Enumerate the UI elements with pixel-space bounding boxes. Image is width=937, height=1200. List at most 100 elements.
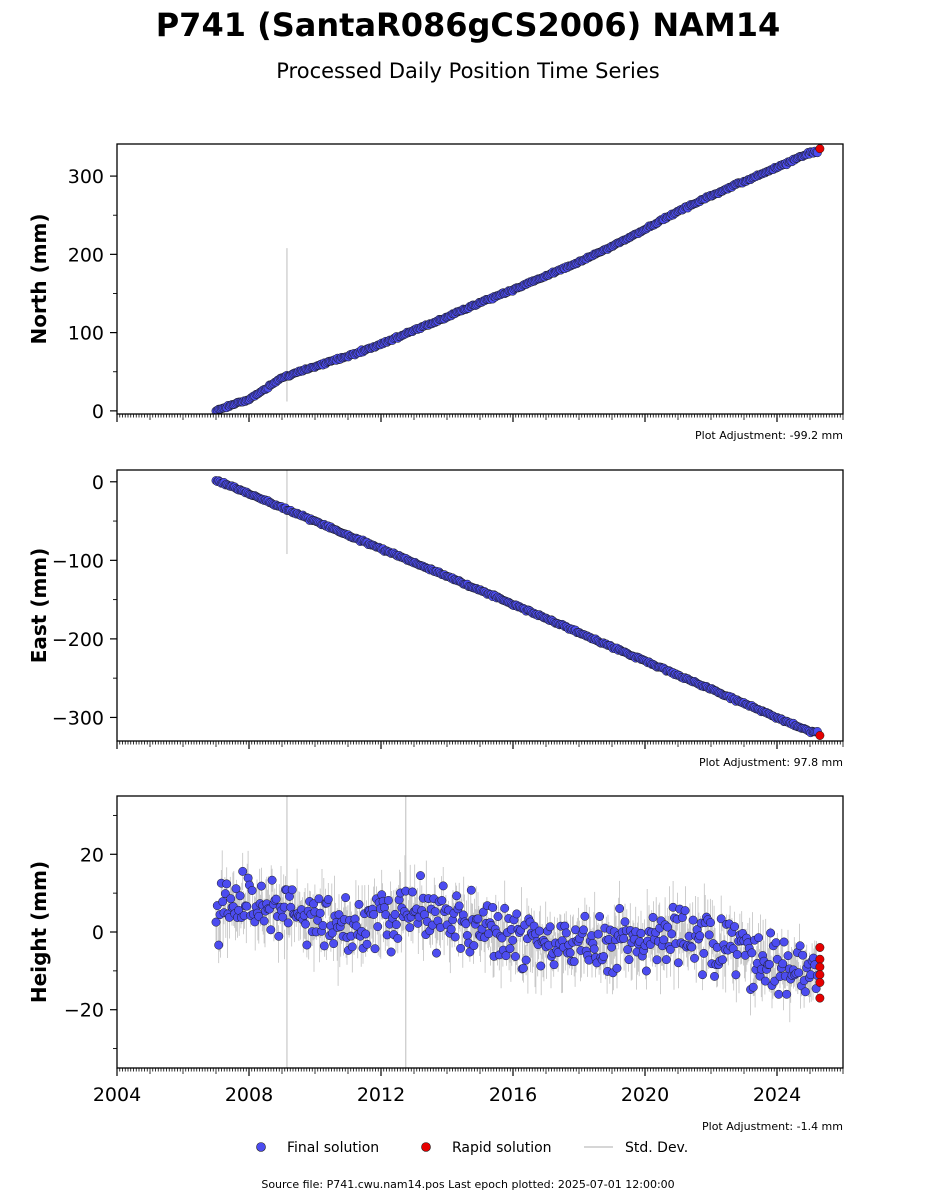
- legend: Final solution Rapid solution Std. Dev.: [256, 1140, 688, 1156]
- final-point: [510, 952, 520, 961]
- rapid-solution-series: [815, 731, 825, 740]
- rapid-point: [815, 962, 825, 972]
- final-point: [218, 897, 228, 907]
- final-point: [238, 866, 248, 876]
- final-point: [500, 903, 510, 913]
- final-point: [283, 918, 293, 928]
- final-point: [624, 955, 634, 965]
- legend-final-marker: [256, 1142, 266, 1152]
- y-tick-label: −300: [52, 707, 104, 729]
- final-point: [452, 891, 462, 901]
- final-point: [698, 970, 707, 980]
- chart-subtitle: Processed Daily Position Time Series: [276, 59, 660, 83]
- final-point: [716, 914, 726, 924]
- final-point: [673, 958, 683, 968]
- final-point: [688, 915, 698, 925]
- final-point: [319, 941, 329, 951]
- x-tick-label: 2020: [621, 1084, 669, 1106]
- final-point: [612, 963, 622, 973]
- final-solution-series: [211, 866, 822, 999]
- final-point: [469, 941, 479, 951]
- rapid-point: [815, 731, 825, 740]
- y-tick-label: 300: [68, 166, 104, 188]
- final-point: [667, 929, 677, 939]
- final-point: [706, 918, 715, 928]
- x-tick-label: 2012: [357, 1084, 405, 1106]
- y-tick-label: 200: [68, 244, 104, 266]
- final-point: [497, 933, 507, 943]
- legend-rapid-label: Rapid solution: [452, 1140, 552, 1156]
- final-point: [386, 947, 396, 957]
- final-point: [795, 941, 805, 951]
- final-point: [508, 935, 518, 945]
- final-point: [259, 916, 269, 926]
- final-point: [271, 894, 281, 904]
- final-point: [390, 909, 400, 919]
- final-point: [315, 908, 325, 918]
- rapid-point: [815, 144, 825, 154]
- final-point: [274, 931, 284, 941]
- final-point: [607, 942, 617, 952]
- plot-area: [211, 470, 825, 740]
- final-point: [800, 987, 810, 997]
- final-point: [235, 891, 245, 901]
- x-tick-label: 2016: [489, 1084, 537, 1106]
- final-point: [619, 934, 629, 943]
- final-solution-series: [211, 476, 822, 738]
- final-point: [782, 989, 792, 999]
- rapid-solution-series: [815, 943, 825, 1003]
- panel-3: 20 0 −20 2004 2008 2012 2016 2020 2024 Height (mm…: [27, 795, 844, 1133]
- final-point: [450, 932, 460, 942]
- final-point: [731, 970, 741, 980]
- chart-title: P741 (SantaR086gCS2006) NAM14: [156, 6, 781, 44]
- final-point: [373, 922, 383, 932]
- final-point: [579, 925, 588, 935]
- final-point: [432, 948, 441, 958]
- final-point: [580, 911, 590, 921]
- final-point: [561, 928, 571, 938]
- final-point: [774, 989, 784, 999]
- final-point: [405, 923, 415, 933]
- final-point: [783, 951, 793, 961]
- final-point: [778, 959, 788, 969]
- final-point: [710, 971, 719, 981]
- final-point: [648, 912, 658, 922]
- final-point: [623, 945, 633, 955]
- final-point: [362, 939, 372, 949]
- final-point: [347, 942, 357, 952]
- final-point: [747, 948, 757, 958]
- final-point: [690, 953, 699, 963]
- final-point: [327, 928, 337, 938]
- rapid-point: [815, 993, 825, 1003]
- y-axis-label: East (mm): [27, 548, 51, 664]
- final-point: [636, 928, 646, 938]
- final-point: [437, 896, 447, 905]
- final-point: [615, 904, 625, 913]
- rapid-point: [815, 943, 825, 952]
- final-point: [278, 912, 288, 922]
- final-point: [493, 912, 503, 921]
- final-point: [665, 945, 675, 954]
- final-point: [718, 955, 727, 965]
- final-point: [266, 925, 276, 935]
- y-axis-label: Height (mm): [27, 861, 51, 1003]
- final-point: [247, 886, 257, 895]
- final-point: [287, 885, 297, 895]
- final-point: [226, 894, 236, 904]
- y-tick-label: −200: [52, 629, 104, 651]
- final-point: [730, 922, 740, 932]
- final-point: [438, 881, 448, 891]
- final-point: [256, 881, 266, 891]
- plot-area: [211, 144, 825, 414]
- final-point: [454, 901, 464, 911]
- final-point: [589, 944, 599, 954]
- final-point: [771, 938, 781, 948]
- final-point: [518, 963, 528, 973]
- x-tick-label: 2004: [93, 1084, 141, 1106]
- final-point: [408, 887, 417, 897]
- final-point: [465, 947, 475, 957]
- y-tick-label: 0: [92, 472, 104, 494]
- final-point: [329, 939, 339, 949]
